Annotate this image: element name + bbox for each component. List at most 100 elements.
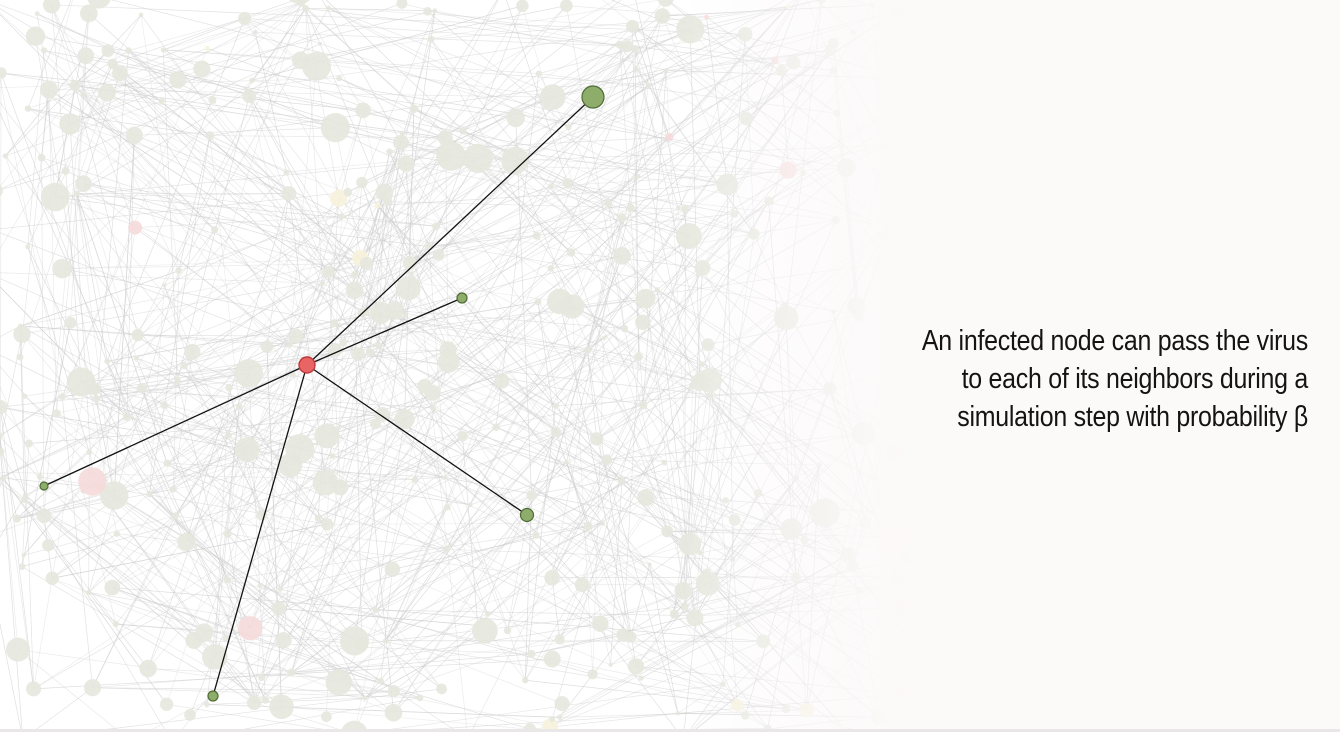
background-node: [423, 6, 432, 16]
background-node: [74, 190, 80, 197]
background-node: [125, 47, 132, 55]
background-node: [534, 298, 542, 306]
background-node: [764, 196, 774, 206]
background-node: [475, 623, 481, 628]
background-node: [271, 601, 287, 616]
background-node: [554, 634, 565, 645]
background-node: [386, 148, 393, 155]
background-node: [830, 66, 838, 75]
background-node: [790, 572, 802, 583]
background-node: [833, 109, 841, 117]
background-node: [160, 47, 166, 53]
background-node: [457, 431, 468, 442]
background-node: [627, 658, 645, 675]
background-node: [771, 56, 779, 64]
background-node: [397, 155, 415, 172]
background-node: [355, 102, 371, 119]
background-node: [318, 41, 323, 46]
background-node: [566, 248, 576, 257]
background-node: [184, 709, 196, 721]
background-edge: [642, 404, 861, 592]
background-node: [173, 377, 182, 385]
background-edge: [81, 349, 449, 383]
background-node: [847, 560, 859, 573]
background-edge: [559, 709, 807, 718]
background-node: [938, 222, 944, 228]
background-node: [926, 551, 941, 566]
background-node: [779, 161, 797, 179]
background-node: [343, 187, 353, 197]
background-node: [885, 444, 903, 462]
background-node: [383, 197, 393, 207]
background-node: [716, 405, 721, 410]
background-edge: [266, 346, 282, 707]
background-node: [547, 288, 573, 315]
background-node: [205, 131, 215, 140]
background-node: [646, 82, 652, 88]
background-node: [442, 545, 451, 554]
background-node: [881, 141, 889, 149]
background-edge: [871, 5, 890, 228]
background-node: [741, 711, 750, 720]
background-node: [900, 552, 913, 566]
infected-node: [298, 356, 316, 374]
background-node: [385, 301, 404, 320]
background-edge: [846, 167, 860, 316]
background-node: [175, 267, 183, 275]
background-node: [312, 469, 339, 496]
background-node: [203, 701, 210, 708]
background-node: [674, 582, 692, 600]
background-node: [947, 75, 952, 80]
background-node: [350, 347, 365, 362]
background-edge: [76, 193, 108, 362]
background-node: [159, 697, 174, 711]
background-node: [432, 8, 438, 13]
background-node: [374, 341, 383, 349]
background-node: [550, 427, 561, 438]
background-node: [138, 12, 144, 18]
background-node: [472, 617, 498, 644]
background-node: [535, 70, 542, 77]
background-edge: [209, 135, 287, 173]
background-node: [42, 0, 61, 14]
background-edge: [903, 553, 921, 695]
background-node: [728, 514, 741, 526]
background-node: [853, 309, 865, 321]
background-node: [396, 276, 421, 301]
background-edge: [551, 404, 644, 578]
caption-line-1: An infected node can pass the virus: [921, 325, 1308, 357]
background-node: [574, 577, 590, 593]
background-node: [613, 246, 631, 265]
background-node: [36, 473, 44, 480]
background-node: [429, 405, 436, 411]
background-edge: [382, 414, 603, 524]
background-node: [836, 158, 856, 178]
background-node: [678, 532, 702, 556]
background-node: [503, 626, 512, 635]
background-node: [442, 475, 447, 480]
background-node: [242, 89, 257, 104]
background-node: [0, 67, 7, 79]
background-node: [776, 64, 788, 76]
background-node: [620, 324, 629, 333]
background-node: [869, 2, 875, 8]
background-node: [408, 271, 414, 277]
background-edge: [0, 232, 290, 345]
background-node: [360, 256, 374, 270]
background-node: [730, 557, 736, 563]
background-node: [275, 632, 292, 649]
background-node: [225, 383, 233, 392]
background-node: [638, 675, 644, 681]
background-node: [136, 383, 148, 394]
background-node: [928, 96, 936, 105]
background-node: [269, 694, 294, 720]
background-node: [565, 123, 572, 131]
background-edge: [0, 477, 4, 488]
background-node: [699, 361, 705, 367]
background-node: [417, 378, 432, 394]
background-node: [748, 228, 760, 240]
background-node: [356, 176, 368, 189]
background-node: [0, 475, 7, 481]
background-node: [177, 532, 196, 551]
background-node: [37, 153, 46, 162]
